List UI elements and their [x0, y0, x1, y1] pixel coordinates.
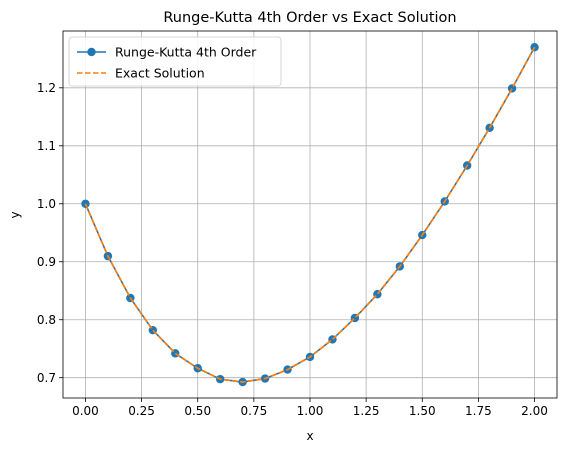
x-tick-label: 2.00 — [521, 404, 548, 418]
x-tick-label: 1.25 — [353, 404, 380, 418]
x-tick-label: 0.75 — [241, 404, 268, 418]
y-tick-label: 0.9 — [37, 255, 56, 269]
grid-lines — [63, 31, 557, 398]
x-tick-label: 0.50 — [184, 404, 211, 418]
chart-title: Runge-Kutta 4th Order vs Exact Solution — [163, 10, 456, 26]
legend: Runge-Kutta 4th Order Exact Solution — [68, 36, 282, 87]
series-layer — [81, 43, 539, 387]
x-tick-label: 1.75 — [465, 404, 492, 418]
x-axis-label: x — [306, 429, 313, 443]
legend-label-1: Exact Solution — [115, 66, 205, 81]
y-tick-label: 0.8 — [37, 313, 56, 327]
legend-box — [68, 36, 282, 87]
y-tick-label: 0.7 — [37, 371, 56, 385]
series-line-overlay-1 — [84, 46, 536, 383]
x-tick-label: 1.00 — [297, 404, 324, 418]
y-axis-label: y — [8, 211, 22, 218]
axis-ticks: 0.00 0.25 0.50 0.75 1.00 1.25 1.50 1.75 2.00 0.7 0… — [37, 81, 548, 418]
y-tick-label: 1.0 — [37, 197, 56, 211]
axes-frame — [62, 30, 558, 399]
data-point — [507, 84, 517, 93]
legend-label-0: Runge-Kutta 4th Order — [115, 45, 257, 60]
y-tick-label: 1.1 — [37, 139, 56, 153]
x-tick-label: 0.00 — [72, 404, 99, 418]
x-tick-label: 0.25 — [128, 404, 155, 418]
legend-marker-0 — [87, 47, 96, 57]
x-tick-label: 1.50 — [409, 404, 436, 418]
y-tick-label: 1.2 — [37, 81, 56, 95]
